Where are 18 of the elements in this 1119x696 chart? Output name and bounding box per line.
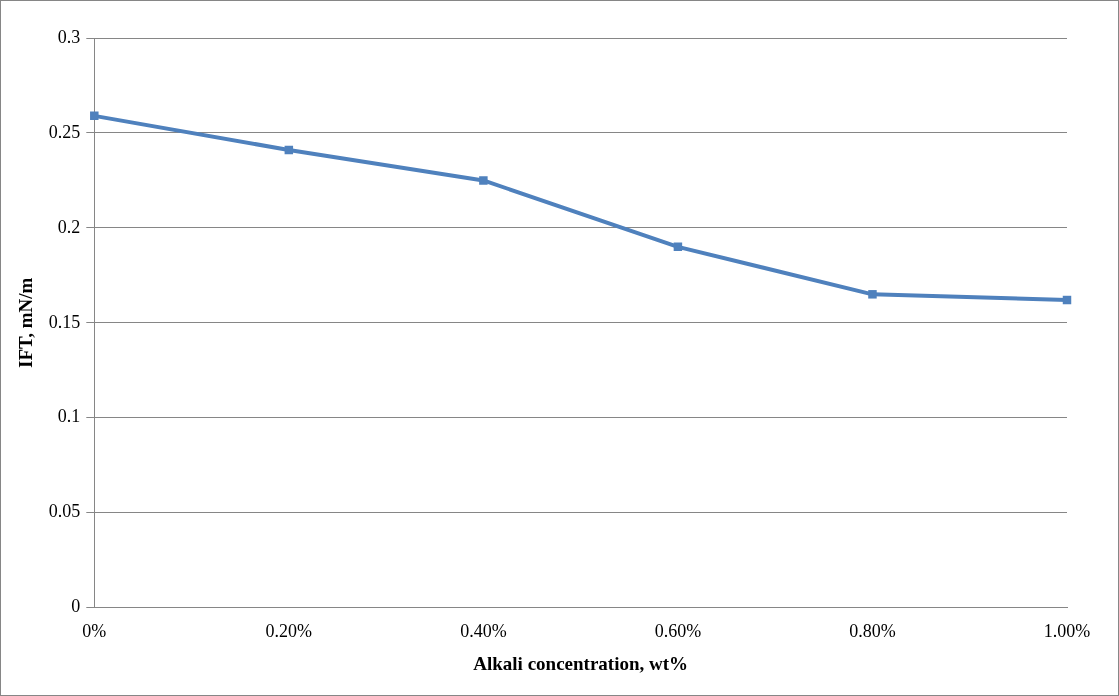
y-tick-label: 0.25 (48, 121, 81, 142)
y-tick-label: 0.2 (57, 216, 81, 237)
y-tick-label: 0.1 (57, 406, 81, 427)
y-tick-label: 0.3 (57, 26, 81, 47)
x-tick-label: 0.20% (265, 621, 313, 642)
point (868, 290, 877, 299)
point (90, 111, 99, 121)
x-axis-title: Alkali concentration, wt% (473, 652, 689, 674)
y-tick-label: 0 (71, 596, 81, 617)
x-tick-label: 0% (82, 621, 107, 642)
y-axis-title: IFT, mN/m (15, 277, 37, 369)
point (479, 176, 488, 185)
x-tick-label: 0.40% (460, 621, 507, 642)
x-tick-label: 1.00% (1043, 621, 1091, 642)
x-tick-label: 0.60% (654, 621, 702, 642)
y-tick-label: 0.05 (48, 501, 81, 522)
y-tick-label: 0.15 (48, 311, 81, 332)
x-tick-label: 0.80% (849, 621, 896, 642)
